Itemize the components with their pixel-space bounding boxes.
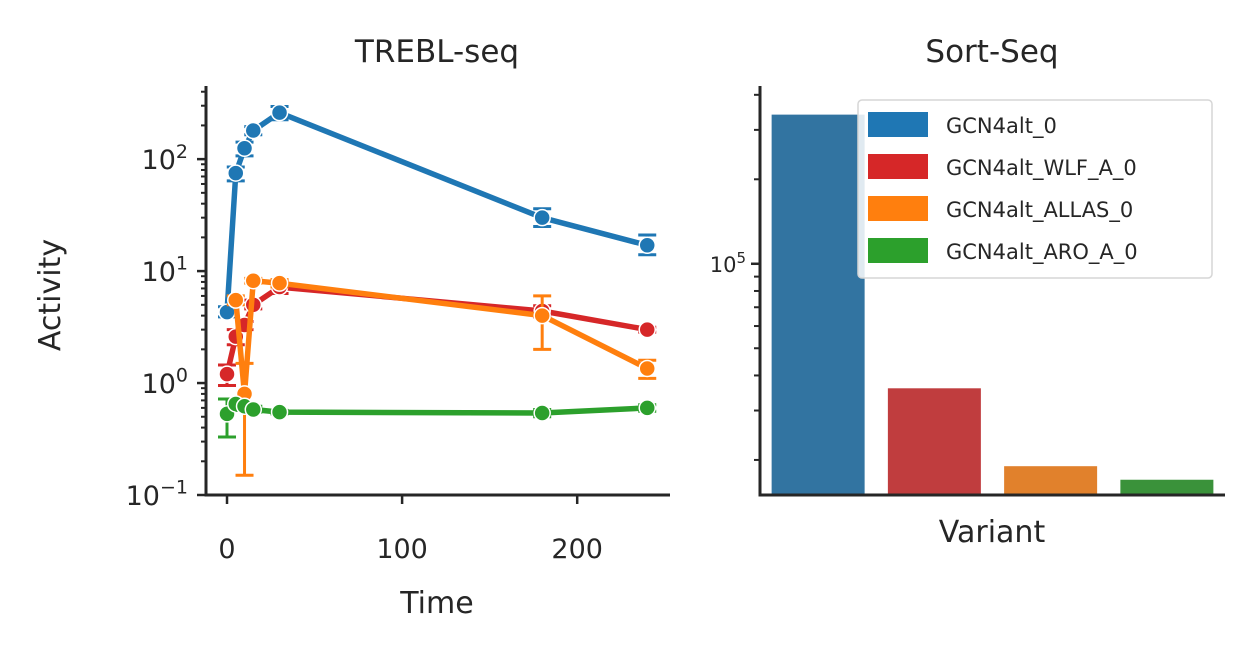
legend-swatch	[868, 196, 928, 221]
sortseq-panel: Sort-Seq Variant 105 GCN4alt_0 GCN4alt_WL…	[710, 34, 1225, 550]
treblseq-ytick-label-base: 10	[142, 369, 176, 400]
treblseq-title: TREBL-seq	[354, 34, 519, 70]
sortseq-ytick-label-base: 10	[710, 253, 737, 277]
legend-label: GCN4alt_ARO_A_0	[946, 240, 1138, 265]
treblseq-ytick-label-base: 10	[126, 481, 160, 512]
legend-label: GCN4alt_WLF_A_0	[946, 156, 1137, 181]
data-point	[638, 320, 656, 339]
sortseq-ticks: 105	[710, 93, 760, 461]
data-point	[638, 236, 656, 255]
series-GCN4alt_WLF_A_0	[218, 278, 657, 388]
data-point	[227, 164, 245, 182]
sortseq-xlabel: Variant	[939, 515, 1046, 550]
treblseq-ytick-label-exp: −1	[160, 477, 188, 499]
data-point	[533, 404, 551, 422]
bar-GCN4alt_0	[771, 114, 865, 495]
sortseq-title: Sort-Seq	[925, 34, 1058, 70]
treblseq-ytick-label-exp: 2	[176, 141, 188, 163]
bar-GCN4alt_ARO_A_0	[1120, 479, 1214, 495]
data-point	[244, 121, 263, 140]
treblseq-ytick-label: 101	[142, 253, 188, 288]
data-point	[270, 403, 289, 421]
treblseq-ytick-label: 102	[142, 141, 188, 176]
treblseq-ytick-label: 10−1	[126, 477, 188, 512]
treblseq-spines	[204, 86, 670, 497]
data-point	[270, 103, 289, 122]
treblseq-ytick-label: 100	[142, 365, 188, 400]
data-point	[638, 359, 656, 378]
legend-label: GCN4alt_ALLAS_0	[946, 198, 1133, 223]
data-point	[227, 291, 245, 309]
series-line-GCN4alt_ALLAS_0	[233, 277, 650, 397]
treblseq-ytick-label-base: 10	[142, 145, 176, 176]
treblseq-xlabel: Time	[399, 586, 473, 621]
series-GCN4alt_ALLAS_0	[226, 271, 657, 477]
legend-frame	[857, 99, 1213, 279]
treblseq-xtick-label: 100	[376, 534, 428, 565]
treblseq-ytick-label-base: 10	[142, 257, 176, 288]
legend-swatch	[868, 112, 928, 137]
treblseq-ytick-label-exp: 0	[176, 365, 188, 387]
treblseq-xtick-label: 0	[218, 534, 235, 565]
treblseq-ylabel: Activity	[33, 239, 68, 351]
series-line-GCN4alt_ARO_A_0	[224, 401, 650, 417]
legend: GCN4alt_0 GCN4alt_WLF_A_0 GCN4alt_ALLAS_0 G…	[857, 99, 1213, 279]
legend-swatch	[868, 238, 928, 263]
sortseq-ytick-label: 105	[710, 249, 746, 277]
data-point	[218, 365, 236, 383]
data-point	[533, 208, 551, 227]
sortseq-spines	[758, 86, 1225, 497]
data-point	[533, 306, 551, 325]
treblseq-panel: TREBL-seq Time Activity 0 100 20010−110010…	[33, 34, 670, 621]
data-point	[244, 400, 263, 419]
sortseq-bars	[771, 114, 1214, 495]
legend-label: GCN4alt_0	[946, 114, 1057, 139]
sortseq-ytick-label-exp: 5	[736, 249, 746, 267]
data-point	[638, 399, 656, 417]
data-point	[235, 139, 254, 158]
bar-GCN4alt_WLF_A_0	[887, 388, 981, 495]
treblseq-series	[218, 103, 657, 477]
data-point	[244, 271, 263, 290]
series-GCN4alt_ARO_A_0	[218, 395, 657, 439]
bar-GCN4alt_ALLAS_0	[1004, 466, 1098, 495]
series-GCN4alt_0	[218, 103, 657, 321]
legend-entries: GCN4alt_0 GCN4alt_WLF_A_0 GCN4alt_ALLAS_0 G…	[868, 112, 1138, 265]
treblseq-xtick-label: 200	[551, 534, 603, 565]
treblseq-ytick-label-exp: 1	[176, 253, 188, 275]
data-point	[270, 274, 289, 292]
legend-swatch	[868, 154, 928, 179]
